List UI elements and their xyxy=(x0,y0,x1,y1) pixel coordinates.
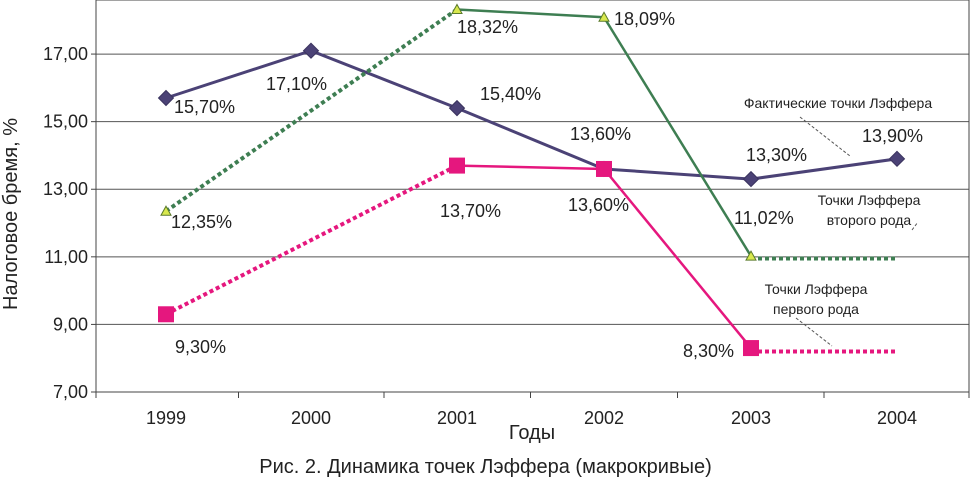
data-label: 18,32% xyxy=(457,17,518,37)
annotation-second-line1: Точки Лэффера xyxy=(818,192,921,208)
x-tick-label: 2003 xyxy=(731,408,771,428)
y-tick-label: 15,00 xyxy=(43,112,88,132)
annotation-actual: Фактические точки Лэффера xyxy=(744,95,932,111)
y-tick-label: 7,00 xyxy=(53,382,88,402)
data-label: 13,60% xyxy=(570,124,631,144)
diamond-marker xyxy=(742,170,760,188)
diamond-marker xyxy=(888,150,906,168)
data-label: 12,35% xyxy=(171,212,232,232)
square-marker xyxy=(596,160,612,177)
x-tick-label: 2004 xyxy=(877,408,917,428)
series-lines xyxy=(164,7,898,354)
annotation-first-line1: Точки Лэффера xyxy=(765,281,868,297)
data-label: 13,70% xyxy=(440,201,501,221)
square-marker xyxy=(158,306,174,323)
series-segment-first-kind xyxy=(165,163,458,317)
x-tick-label: 2002 xyxy=(584,408,624,428)
data-label: 17,10% xyxy=(266,74,327,94)
annotation-second-line2: второго рода xyxy=(827,212,912,228)
figure-caption: Рис. 2. Динамика точек Лэффера (макрокри… xyxy=(259,456,712,478)
y-axis-ticks: 7,00 9,00 11,00 13,00 15,00 17,00 xyxy=(43,44,96,402)
x-tick-label: 1999 xyxy=(146,408,186,428)
data-label: 15,40% xyxy=(480,84,541,104)
annotation-leader xyxy=(911,221,919,231)
y-tick-label: 13,00 xyxy=(43,179,88,199)
annotations: Фактические точки Лэффера Точки Лэффера вт… xyxy=(744,95,932,347)
data-label: 18,09% xyxy=(614,9,675,29)
data-label: 9,30% xyxy=(175,337,226,357)
annotation-leader xyxy=(799,116,851,157)
triangle-marker xyxy=(745,250,757,261)
x-tick-label: 2000 xyxy=(291,408,331,428)
series-segment-second-kind xyxy=(164,7,459,213)
plot-area-frame xyxy=(95,0,970,393)
triangle-marker xyxy=(598,11,610,22)
x-axis-ticks: 1999 2000 2001 2002 2003 2004 xyxy=(95,392,970,428)
series-line-actual xyxy=(165,49,898,181)
series-segment-first-kind xyxy=(603,168,752,349)
data-label: 8,30% xyxy=(683,341,734,361)
y-tick-label: 9,00 xyxy=(53,314,88,334)
series-segment-second-kind xyxy=(602,16,753,257)
x-tick-label: 2001 xyxy=(437,408,477,428)
data-label: 13,90% xyxy=(862,126,923,146)
series-segment-second-kind xyxy=(456,8,605,19)
y-axis-title: Налоговое бремя, % xyxy=(0,118,22,310)
diamond-marker xyxy=(302,42,320,59)
triangle-marker xyxy=(160,205,172,216)
series-segment-first-kind xyxy=(456,164,605,171)
data-label: 13,60% xyxy=(568,195,629,215)
triangle-marker xyxy=(451,3,463,14)
square-marker xyxy=(743,340,759,357)
data-labels: 15,70% 17,10% 15,40% 13,60% 13,30% 13,90% 12,3… xyxy=(171,9,923,361)
square-marker xyxy=(449,157,465,174)
data-label: 15,70% xyxy=(174,97,235,117)
diamond-marker xyxy=(157,89,175,107)
data-label: 11,02% xyxy=(734,208,794,228)
series-markers xyxy=(157,3,906,357)
y-tick-label: 17,00 xyxy=(43,44,88,64)
data-label: 13,30% xyxy=(746,145,807,165)
y-tick-label: 11,00 xyxy=(44,247,88,267)
annotation-first-line2: первого рода xyxy=(773,301,859,317)
laffer-chart: 7,00 9,00 11,00 13,00 15,00 17,00 1999 2000 200… xyxy=(0,0,970,444)
x-axis-title: Годы xyxy=(509,422,555,444)
diamond-marker xyxy=(448,99,466,117)
annotation-leader xyxy=(795,317,833,347)
